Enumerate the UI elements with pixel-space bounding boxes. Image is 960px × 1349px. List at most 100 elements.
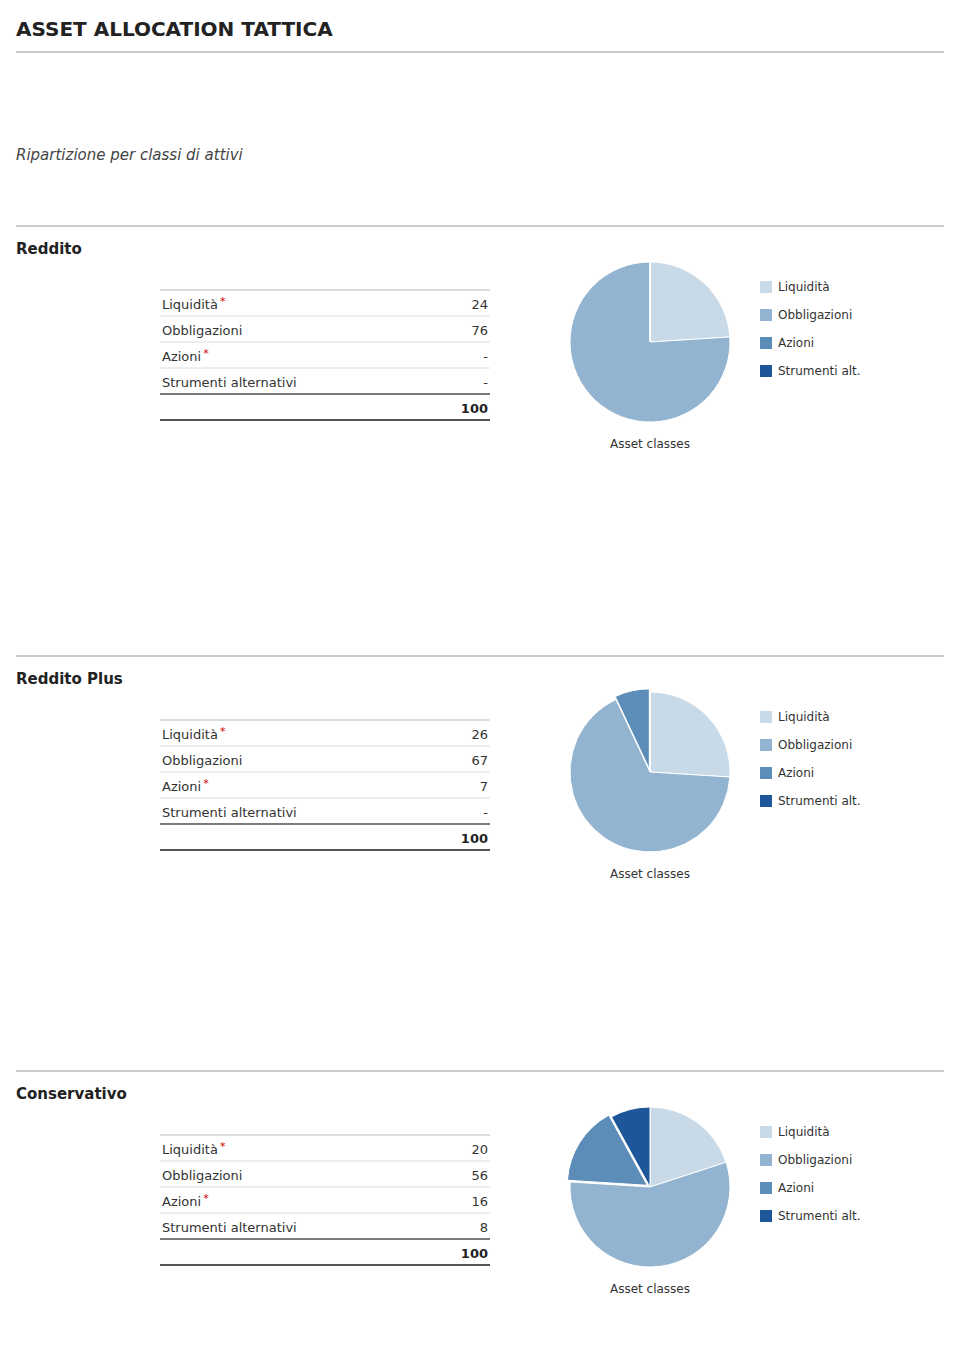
legend-label: Azioni	[778, 336, 814, 350]
section-rule	[16, 1071, 944, 1072]
pie-slice	[650, 692, 730, 777]
row-star: *	[220, 295, 226, 308]
table: Liquidità*24Obbligazioni76Azioni*-Strume…	[160, 290, 490, 420]
row-separator	[160, 1239, 490, 1240]
legend: Liquidità Obbligazioni Azioni Strumenti alt…	[760, 1125, 861, 1223]
legend-swatch	[760, 337, 772, 349]
table-top-line	[160, 720, 490, 721]
row-separator	[160, 368, 490, 369]
row-separator	[160, 1213, 490, 1214]
pie-slice	[615, 689, 649, 769]
row-value: -	[483, 349, 488, 364]
legend: Liquidità Obbligazioni Azioni Strumenti alt…	[760, 710, 861, 808]
row-separator	[160, 772, 490, 773]
row-separator	[160, 798, 490, 799]
legend-item: Obbligazioni	[760, 308, 852, 322]
total-bottom-line	[160, 419, 490, 421]
legend-swatch	[760, 1210, 772, 1222]
legend-swatch	[760, 795, 772, 807]
row-separator	[160, 316, 490, 317]
pie	[570, 689, 730, 852]
row-separator	[160, 824, 490, 825]
row-label: Obbligazioni	[162, 323, 242, 338]
legend-item: Strumenti alt.	[760, 1209, 861, 1223]
row-value: -	[483, 805, 488, 820]
pie-slice	[650, 262, 651, 342]
legend-item: Obbligazioni	[760, 738, 852, 752]
row-value: 56	[471, 1168, 488, 1183]
row-label: Strumenti alternativi	[162, 1220, 297, 1235]
page: ASSET ALLOCATION TATTICARipartizione per…	[0, 0, 960, 1349]
row-value: 24	[471, 297, 488, 312]
legend-swatch	[760, 1182, 772, 1194]
table: Liquidità*26Obbligazioni67Azioni*7Strume…	[160, 720, 490, 850]
table-top-line	[160, 290, 490, 291]
legend-item: Strumenti alt.	[760, 794, 861, 808]
legend-item: Liquidità	[760, 280, 830, 294]
pie	[567, 1107, 730, 1267]
row-star: *	[220, 1140, 226, 1153]
row-separator	[160, 394, 490, 395]
annotation: Asset classes	[610, 437, 690, 451]
row-star: *	[220, 725, 226, 738]
section-rule	[16, 656, 944, 657]
subtitle: Ripartizione per classi di attivi	[16, 146, 244, 164]
row-value: 16	[471, 1194, 488, 1209]
legend-label: Obbligazioni	[778, 738, 852, 752]
pie-slice	[650, 262, 730, 342]
row-label: Azioni	[162, 779, 201, 794]
row-label: Strumenti alternativi	[162, 375, 297, 390]
legend-label: Liquidità	[778, 710, 830, 724]
legend-item: Azioni	[760, 1181, 814, 1195]
row-label: Obbligazioni	[162, 753, 242, 768]
row-separator	[160, 1161, 490, 1162]
total-line	[160, 1238, 490, 1240]
total-value: 100	[461, 401, 488, 416]
legend-item: Strumenti alt.	[760, 364, 861, 378]
legend-swatch	[760, 1154, 772, 1166]
legend-label: Liquidità	[778, 280, 830, 294]
legend-swatch	[760, 711, 772, 723]
row-value: -	[483, 375, 488, 390]
legend-swatch	[760, 739, 772, 751]
legend-label: Strumenti alt.	[778, 364, 861, 378]
legend-label: Strumenti alt.	[778, 1209, 861, 1223]
legend-label: Obbligazioni	[778, 308, 852, 322]
row-value: 7	[480, 779, 488, 794]
section-title: Reddito	[16, 240, 82, 258]
header-rule	[16, 52, 944, 53]
row-star: *	[203, 1192, 209, 1205]
section-title: Conservativo	[16, 1085, 127, 1103]
legend-label: Liquidità	[778, 1125, 830, 1139]
row-separator	[160, 342, 490, 343]
row-label: Liquidità	[162, 1142, 218, 1157]
legend-item: Liquidità	[760, 710, 830, 724]
legend-label: Strumenti alt.	[778, 794, 861, 808]
legend-swatch	[760, 767, 772, 779]
legend-swatch	[760, 309, 772, 321]
row-label: Azioni	[162, 349, 201, 364]
total-line	[160, 393, 490, 395]
pie-slice	[611, 1107, 650, 1187]
total-bottom-line	[160, 1264, 490, 1266]
legend-item: Liquidità	[760, 1125, 830, 1139]
section-rule	[16, 226, 944, 227]
pie	[570, 259, 730, 422]
total-line	[160, 823, 490, 825]
row-value: 76	[471, 323, 488, 338]
pie-slice	[650, 692, 651, 772]
legend-item: Azioni	[760, 766, 814, 780]
legend-item: Azioni	[760, 336, 814, 350]
section: RedditoLiquidità*24Obbligazioni76Azioni*…	[16, 226, 944, 451]
row-label: Obbligazioni	[162, 1168, 242, 1183]
annotation: Asset classes	[610, 1282, 690, 1296]
legend: Liquidità Obbligazioni Azioni Strumenti alt…	[760, 280, 861, 378]
legend-label: Azioni	[778, 766, 814, 780]
legend-swatch	[760, 281, 772, 293]
legend-item: Obbligazioni	[760, 1153, 852, 1167]
row-separator	[160, 746, 490, 747]
row-star: *	[203, 777, 209, 790]
legend-label: Azioni	[778, 1181, 814, 1195]
section: ConservativoLiquidità*20Obbligazioni56Az…	[16, 1071, 944, 1296]
total-value: 100	[461, 831, 488, 846]
